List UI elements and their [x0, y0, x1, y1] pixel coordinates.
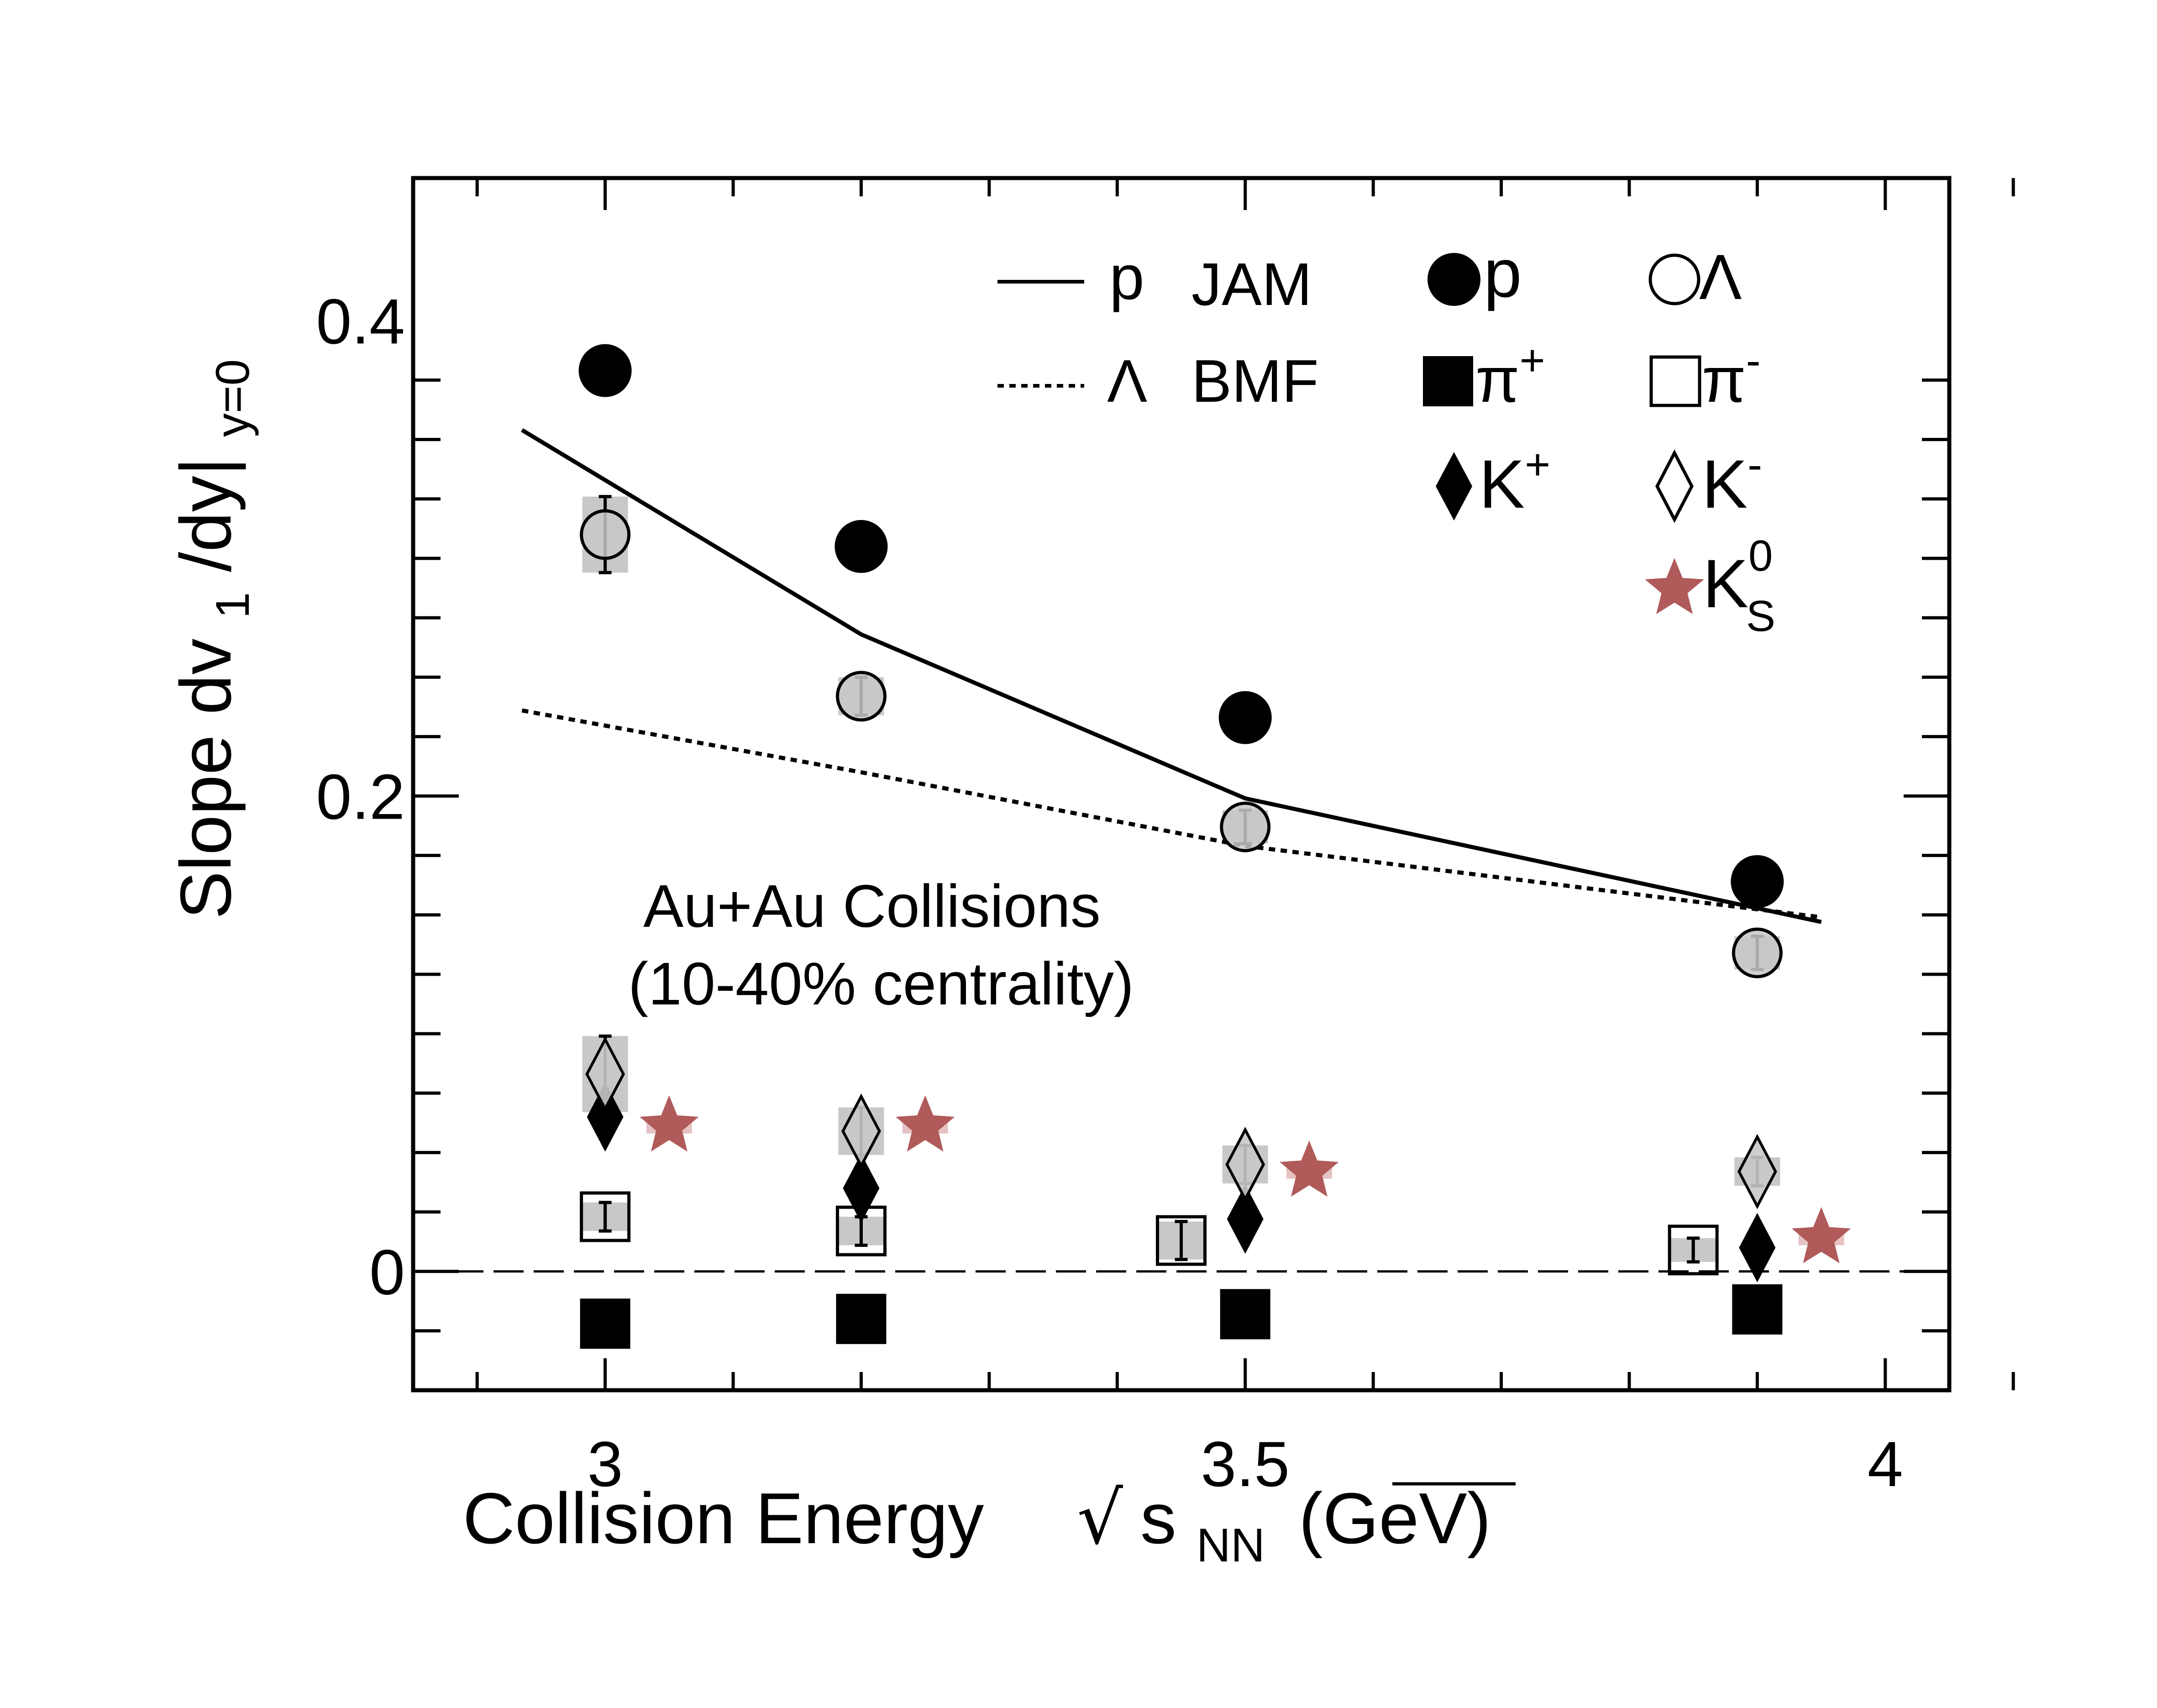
point-π-minus — [580, 1191, 631, 1242]
legend-p-label: p — [1484, 235, 1522, 311]
legend-k-plus-symbol: K — [1479, 446, 1525, 522]
x-tick-label: 3.5 — [1201, 1428, 1290, 1500]
legend-pi-minus-symbol: π — [1702, 344, 1746, 415]
point-π-minusplus — [1732, 1284, 1783, 1335]
x-axis-label-unit: (GeV) — [1299, 1478, 1491, 1559]
legend-lambda-label: Λ — [1699, 241, 1742, 313]
y-axis-label-subscript-2: y=0 — [206, 359, 259, 437]
point-π-minusplus — [836, 1293, 887, 1344]
x-axis-label-s: s — [1140, 1478, 1176, 1559]
x-axis-label: Collision Energy √ s NN (GeV) — [463, 1477, 1491, 1577]
point-p — [834, 520, 888, 573]
point-p — [578, 344, 632, 397]
legend-jam-particle: p — [1109, 242, 1144, 313]
annotation-system: Au+Au Collisions — [643, 872, 1101, 940]
model-line-jam — [521, 428, 1822, 924]
model-lines — [521, 428, 1822, 924]
y-axis-label: Slope dv 1 /dy| y=0 — [166, 359, 264, 920]
legend-lambda-marker — [1648, 253, 1700, 305]
point-k-minus — [841, 1093, 881, 1169]
point-k0s — [640, 1095, 699, 1152]
legend-k0s-label: K — [1703, 545, 1748, 622]
legend-k-plus-marker — [1436, 452, 1472, 520]
point-p — [1218, 691, 1272, 744]
point-k-minusplus — [587, 1082, 624, 1152]
point-k-minus — [1737, 1134, 1777, 1209]
legend-k-minus-symbol: K — [1702, 446, 1748, 522]
plot-frame — [411, 176, 1952, 1393]
point-lambda — [580, 509, 631, 560]
x-axis-label-main: Collision Energy — [463, 1478, 984, 1559]
point-k0s — [896, 1095, 955, 1152]
legend-jam-model: JAM — [1191, 251, 1312, 318]
legend: p JAM Λ BMF p π+ K+ Λ π- K- K 0 S — [997, 235, 1775, 641]
point-π-minusplus — [1220, 1289, 1270, 1340]
legend-pi-minus-marker — [1649, 355, 1701, 407]
point-lambda — [1732, 927, 1783, 978]
annotation-centrality: (10-40% centrality) — [628, 950, 1134, 1017]
x-tick-label: 4 — [1868, 1428, 1903, 1500]
point-k-minusplus — [1227, 1184, 1264, 1254]
legend-k-plus-sup: + — [1525, 440, 1550, 489]
point-k-minus — [1225, 1126, 1265, 1202]
y-tick-label: 0 — [369, 1236, 405, 1308]
model-line-bmf — [521, 708, 1822, 920]
y-axis-label-subscript-1: 1 — [206, 592, 259, 619]
legend-k-minus-marker — [1655, 449, 1694, 523]
point-lambda — [1220, 801, 1271, 852]
legend-bmf-model: BMF — [1191, 347, 1319, 415]
point-k-minusplus — [1739, 1213, 1776, 1282]
legend-k0s-marker — [1645, 558, 1704, 614]
y-tick-label: 0.4 — [316, 285, 405, 357]
point-p — [1731, 855, 1784, 908]
point-π-minusplus — [580, 1298, 630, 1349]
x-axis-label-subscript: NN — [1197, 1519, 1265, 1572]
point-k0s — [1791, 1207, 1851, 1263]
legend-pi-minus-label: π- — [1702, 336, 1761, 415]
legend-pi-plus-sup: + — [1520, 336, 1545, 385]
legend-k-plus-label: K+ — [1479, 440, 1550, 522]
x-axis-label-sqrt: √ — [1077, 1477, 1123, 1561]
axis-tick-labels: 3 3.5 4 0 0.2 0.4 — [316, 285, 1903, 1500]
point-π-minus — [1668, 1225, 1719, 1276]
x-tick-label: 3 — [588, 1428, 623, 1500]
legend-p-marker — [1428, 253, 1480, 306]
legend-pi-plus-symbol: π — [1475, 344, 1520, 415]
legend-k-minus-sup: - — [1748, 440, 1762, 489]
legend-pi-plus-label: π+ — [1475, 336, 1545, 415]
point-k0s — [1280, 1140, 1339, 1197]
y-axis-label-mid: /dy| — [166, 457, 246, 572]
point-k-minusplus — [843, 1153, 880, 1223]
point-lambda — [835, 671, 887, 722]
legend-pi-plus-marker — [1423, 356, 1473, 406]
y-axis-label-main: Slope dv — [166, 639, 246, 920]
legend-k0s-sub: S — [1746, 592, 1775, 641]
legend-pi-minus-sup: - — [1746, 336, 1761, 385]
axis-ticks — [413, 178, 2015, 1392]
data-points — [578, 344, 1851, 1349]
point-π-minus — [1156, 1215, 1207, 1266]
point-k-minus — [585, 1036, 625, 1112]
legend-k0s-sup: 0 — [1748, 531, 1773, 580]
legend-bmf-particle: Λ — [1107, 347, 1147, 415]
legend-k-minus-label: K- — [1702, 440, 1762, 522]
y-tick-label: 0.2 — [316, 761, 405, 833]
